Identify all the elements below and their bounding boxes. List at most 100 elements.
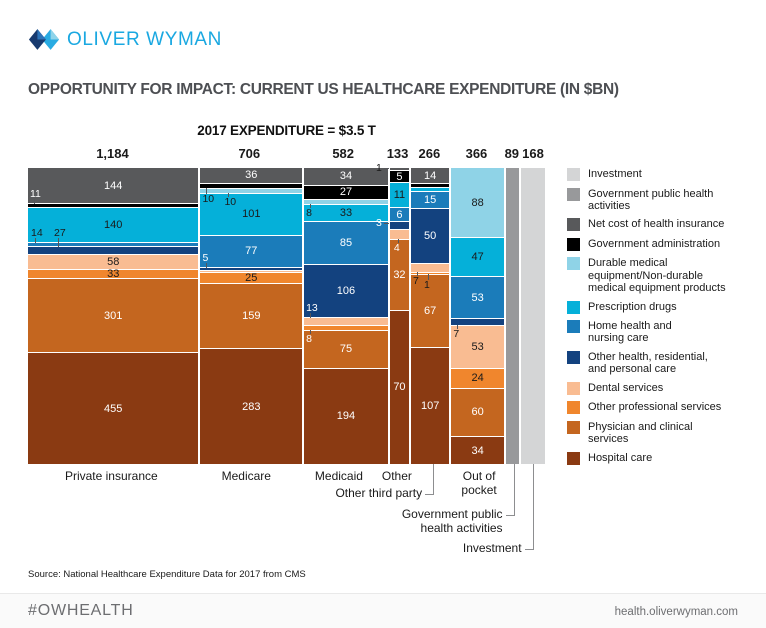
legend-label: Prescription drugs — [588, 300, 677, 313]
segment-value-label: 140 — [104, 218, 123, 231]
segment-annotation: 11 — [30, 189, 41, 205]
legend-label: Other professional services — [588, 401, 722, 414]
segment-other-third-party-dental: 7 — [411, 263, 450, 286]
segment-value-label: 25 — [245, 272, 258, 285]
footer-bar: #OWHEALTH health.oliverwyman.com — [0, 593, 766, 628]
segment-annotation: 14 — [31, 228, 43, 243]
legend-label: Durable medical equipment/Non-durable me… — [588, 257, 726, 294]
callout-leader-dash — [505, 515, 514, 516]
segment-value-label: 34 — [339, 170, 353, 183]
segment-other-third-party-hospital: 107 — [411, 348, 450, 464]
axis-label-medicare: Medicare — [221, 469, 271, 483]
page-title: OPPORTUNITY FOR IMPACT: CURRENT US HEALT… — [28, 81, 619, 98]
segment-value-label: 36 — [245, 169, 258, 182]
source-note: Source: National Healthcare Expenditure … — [28, 569, 306, 580]
segment-out-of-pocket-physician: 60 — [451, 388, 504, 438]
legend-item-durable: Durable medical equipment/Non-durable me… — [567, 257, 763, 294]
segment-medicaid-home_health: 85 — [304, 222, 388, 266]
segment-value-label: 60 — [471, 406, 484, 419]
segment-medicaid-physician: 75 — [304, 330, 388, 369]
segment-annotation: 3 — [376, 218, 389, 229]
column-total-medicaid: 582 — [332, 146, 355, 161]
logo-wordmark: OLIVER WYMAN — [67, 28, 222, 50]
legend-swatch-physician — [567, 420, 580, 434]
segment-annotation: 13 — [306, 303, 318, 319]
callout-label-government-public-health-activities: Government public health activities — [401, 507, 503, 535]
callout-leader-line — [433, 464, 435, 495]
segment-value-label: 106 — [336, 285, 356, 298]
segment-private-insurance-gov_admin: 11 — [28, 189, 199, 208]
segment-other-hospital: 70 — [389, 310, 410, 464]
legend-swatch-hospital — [567, 451, 580, 465]
callout-label-other-third-party: Other third party — [335, 486, 423, 500]
segment-medicaid-rx: 33 — [304, 204, 388, 223]
segment-value-label: 15 — [424, 193, 437, 206]
segment-value-label: 301 — [104, 309, 123, 322]
segment-value-label: 33 — [107, 267, 120, 280]
legend-swatch-other_prof — [567, 401, 580, 415]
segment-other-third-party-gov_admin — [411, 184, 450, 189]
segment-value-label: 67 — [424, 304, 437, 317]
segment-annotation: 1 — [424, 273, 430, 290]
segment-value-label: 6 — [396, 208, 403, 221]
segment-value-label: 144 — [104, 179, 123, 192]
axis-and-callouts: Private insurance Medicare Medicaid Other Ou… — [28, 464, 545, 566]
segment-value-label: 85 — [339, 237, 353, 250]
marimekko-chart: 144 11 140 14 27 58 33 301 455 36 10 10 101 77 5 25 159 2… — [28, 163, 545, 465]
axis-label-other: Other — [381, 469, 412, 483]
legend-label: Hospital care — [588, 451, 653, 464]
legend-swatch-gov_public_health — [567, 187, 580, 201]
segment-other-third-party-physician: 67 — [411, 274, 450, 349]
callout-leader-dash — [425, 494, 434, 495]
segment-investment-investment — [520, 168, 545, 464]
segment-medicare-dental — [200, 270, 303, 273]
segment-value-label: 50 — [424, 229, 437, 242]
column-total-medicare: 706 — [238, 146, 261, 161]
segment-medicaid-other_prof: 8 — [304, 325, 388, 344]
segment-government-public-health-activities-gov_public_health — [506, 168, 519, 464]
segment-annotation: 4 — [394, 238, 400, 253]
segment-private-insurance-physician: 301 — [28, 278, 199, 354]
segment-out-of-pocket-dental: 53 — [451, 325, 504, 369]
legend: Investment Government public health activ… — [567, 168, 763, 465]
legend-item-gov_admin: Government administration — [567, 237, 763, 251]
oliver-wyman-butterfly-icon — [28, 29, 60, 50]
segment-annotation: 5 — [202, 252, 208, 268]
segment-medicaid-dental: 13 — [304, 303, 388, 326]
segment-value-label: 47 — [471, 251, 484, 264]
legend-item-hospital: Hospital care — [567, 451, 763, 465]
callout-label-investment: Investment — [462, 541, 522, 555]
column-medicare: 36 10 10 101 77 5 25 159 283 — [200, 168, 303, 465]
segment-medicare-other_prof: 25 — [200, 272, 303, 285]
segment-value-label: 159 — [242, 310, 261, 323]
hashtag: #OWHEALTH — [28, 602, 134, 619]
segment-out-of-pocket-other_prof: 24 — [451, 368, 504, 389]
segment-value-label: 455 — [104, 402, 123, 415]
callout-leader-dash — [524, 549, 533, 550]
column-medicaid: 34 27 8 33 85 106 13 8 75 194 — [304, 168, 388, 465]
segment-value-label: 283 — [242, 400, 261, 413]
segment-medicare-other_health: 5 — [200, 252, 303, 271]
legend-item-rx: Prescription drugs — [567, 300, 763, 314]
segment-value-label: 101 — [242, 208, 261, 221]
legend-swatch-durable — [567, 257, 580, 271]
segment-value-label: 77 — [245, 245, 258, 258]
legend-swatch-investment — [567, 168, 580, 181]
axis-label-out-of-pocket: Out of pocket — [461, 469, 497, 497]
segment-annotation: 27 — [54, 228, 66, 248]
segment-value-label: 34 — [471, 444, 484, 457]
segment-private-insurance-other_health: 27 — [28, 228, 199, 255]
segment-annotation: 10 — [224, 192, 236, 207]
segment-other-dental: 4 — [389, 229, 410, 253]
legend-swatch-other_health — [567, 350, 580, 364]
segment-out-of-pocket-home_health: 53 — [451, 276, 504, 320]
segment-medicaid-durable: 8 — [304, 200, 388, 218]
column-private-insurance: 144 11 140 14 27 58 33 301 455 — [28, 168, 199, 464]
legend-label: Dental services — [588, 381, 664, 394]
segment-private-insurance-net_cost: 144 — [28, 168, 199, 205]
segment-value-label: 53 — [471, 340, 484, 353]
segment-other-third-party-other_health: 50 — [411, 208, 450, 264]
segment-value-label: 33 — [339, 207, 353, 220]
segment-private-insurance-other_prof: 33 — [28, 267, 199, 280]
website-link[interactable]: health.oliverwyman.com — [614, 606, 738, 618]
